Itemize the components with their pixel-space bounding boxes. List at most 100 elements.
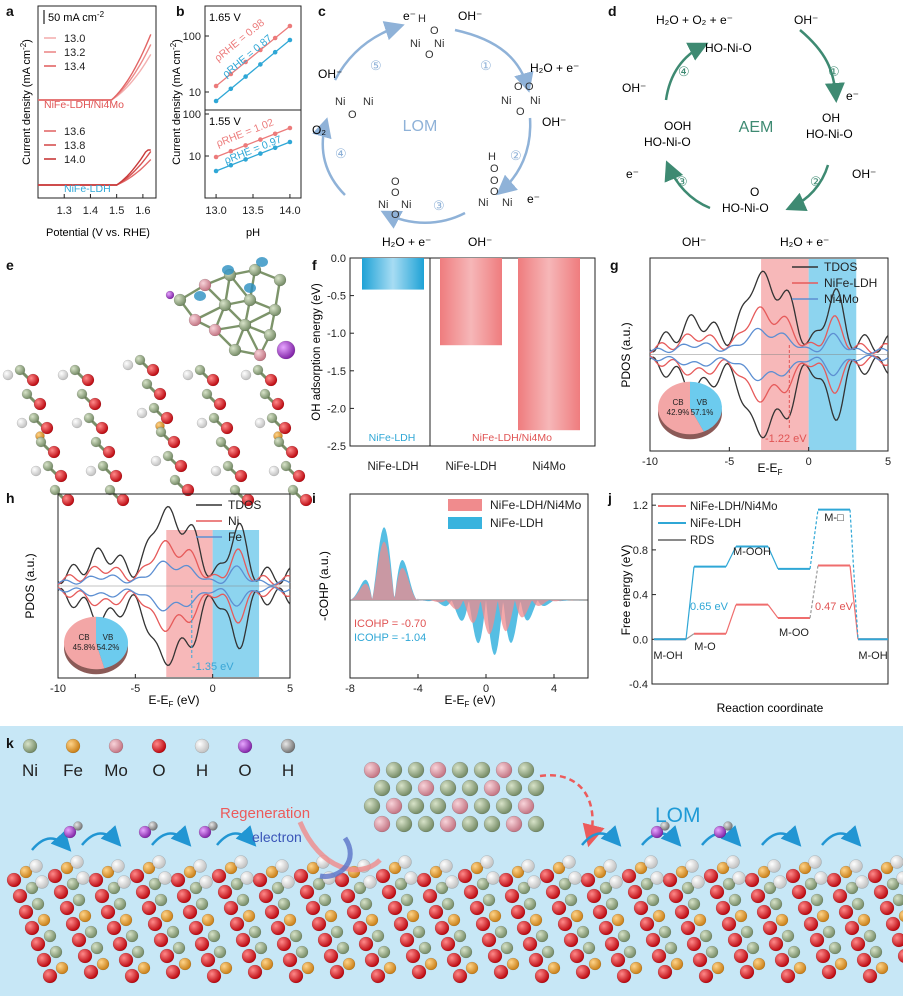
atom <box>312 877 326 891</box>
atom <box>385 761 403 779</box>
atom <box>381 884 397 900</box>
scale-label: 50 mA cm-2 <box>48 10 105 24</box>
atom <box>359 897 373 911</box>
svg-text:O: O <box>430 25 439 37</box>
atom <box>528 952 544 968</box>
atom <box>147 916 163 932</box>
atom <box>169 474 181 486</box>
svg-text:O: O <box>490 175 499 187</box>
atom <box>387 900 403 916</box>
atom <box>756 904 772 920</box>
atom <box>498 872 514 888</box>
atom <box>529 913 543 927</box>
data-point <box>213 168 219 174</box>
j-xlabel: Reaction coordinate <box>717 701 824 715</box>
atom <box>459 945 473 959</box>
atom <box>283 913 297 927</box>
state-label: M-OH <box>653 650 682 662</box>
data-point <box>258 47 263 53</box>
energy-connector <box>725 546 737 567</box>
atom <box>721 916 737 932</box>
tick-label: 14.0 <box>279 205 300 217</box>
atom <box>166 925 180 939</box>
atom <box>162 450 174 462</box>
atom <box>289 929 303 943</box>
tick-label: 0.8 <box>633 545 648 557</box>
atom <box>828 941 842 955</box>
h-xticks: -10 -5 0 5 <box>50 674 293 695</box>
data-point <box>228 86 234 92</box>
atom <box>224 861 238 875</box>
bottom-ph-legend: 13.6 13.8 14.0 <box>44 126 85 166</box>
atom <box>229 916 245 932</box>
atom <box>424 957 438 971</box>
atom <box>897 949 903 963</box>
atom <box>473 797 491 815</box>
aem-arrow-4 <box>664 42 709 101</box>
atom <box>768 936 784 952</box>
atom <box>71 932 87 948</box>
atom <box>346 904 362 920</box>
atom <box>218 298 232 312</box>
legend-text: 13.2 <box>64 47 85 59</box>
atom <box>527 815 545 833</box>
atom <box>705 945 719 959</box>
atom <box>670 957 684 971</box>
atom <box>610 952 626 968</box>
atom <box>29 859 43 873</box>
atom <box>441 897 455 911</box>
atom <box>461 779 479 797</box>
charge-density <box>244 283 256 293</box>
pdos-curve <box>649 306 889 354</box>
atom <box>125 929 139 943</box>
atom <box>494 925 508 939</box>
tick-label: 0.0 <box>331 253 346 265</box>
atom <box>42 460 54 472</box>
atom <box>83 964 99 980</box>
panel-g-pdos: g -10 -5 0 5 -1.22 eV TDOS NiFe-LDH Ni4Mo CB4… <box>610 257 891 477</box>
state-label: M-□ <box>824 512 844 524</box>
atom <box>24 920 40 936</box>
atom <box>271 881 285 895</box>
atom <box>253 348 267 362</box>
h-xlabel: E-EF (eV) <box>149 693 200 709</box>
tick-label: -0.5 <box>327 291 346 303</box>
j-legend: NiFe-LDH/Ni4Mo NiFe-LDH RDS <box>658 501 778 547</box>
atom <box>763 881 777 895</box>
tick-label: 100 <box>183 109 201 121</box>
tick-label: 1.6 <box>135 205 150 217</box>
atom <box>453 929 467 943</box>
atom <box>252 872 268 888</box>
atom <box>447 913 461 927</box>
aem-arrow-3 <box>664 160 711 210</box>
atom <box>505 779 523 797</box>
tick-label: 5 <box>287 683 293 695</box>
atom <box>95 421 109 435</box>
atom <box>36 952 52 968</box>
atom <box>116 493 130 507</box>
atom <box>176 888 192 904</box>
tick-label: -0.4 <box>629 679 648 691</box>
legend-text: NiFe-LDH/Ni4Mo <box>690 501 778 513</box>
tick-label: 4 <box>551 683 557 695</box>
atom <box>400 893 414 907</box>
atom <box>545 884 561 900</box>
atom <box>435 881 449 895</box>
atom <box>90 941 104 955</box>
atom <box>395 779 413 797</box>
atom <box>558 877 572 891</box>
tick-label: 1.4 <box>83 205 98 217</box>
atom-legend-label: H <box>282 761 294 780</box>
tick-label: 0 <box>210 683 216 695</box>
atom <box>198 825 212 839</box>
atom <box>452 968 468 984</box>
atom <box>816 909 830 923</box>
atom <box>564 893 578 907</box>
atom <box>219 961 233 975</box>
atom <box>85 465 97 477</box>
atom <box>270 920 286 936</box>
pdos-curve <box>57 540 291 586</box>
atom <box>18 904 34 920</box>
atom <box>539 868 555 884</box>
